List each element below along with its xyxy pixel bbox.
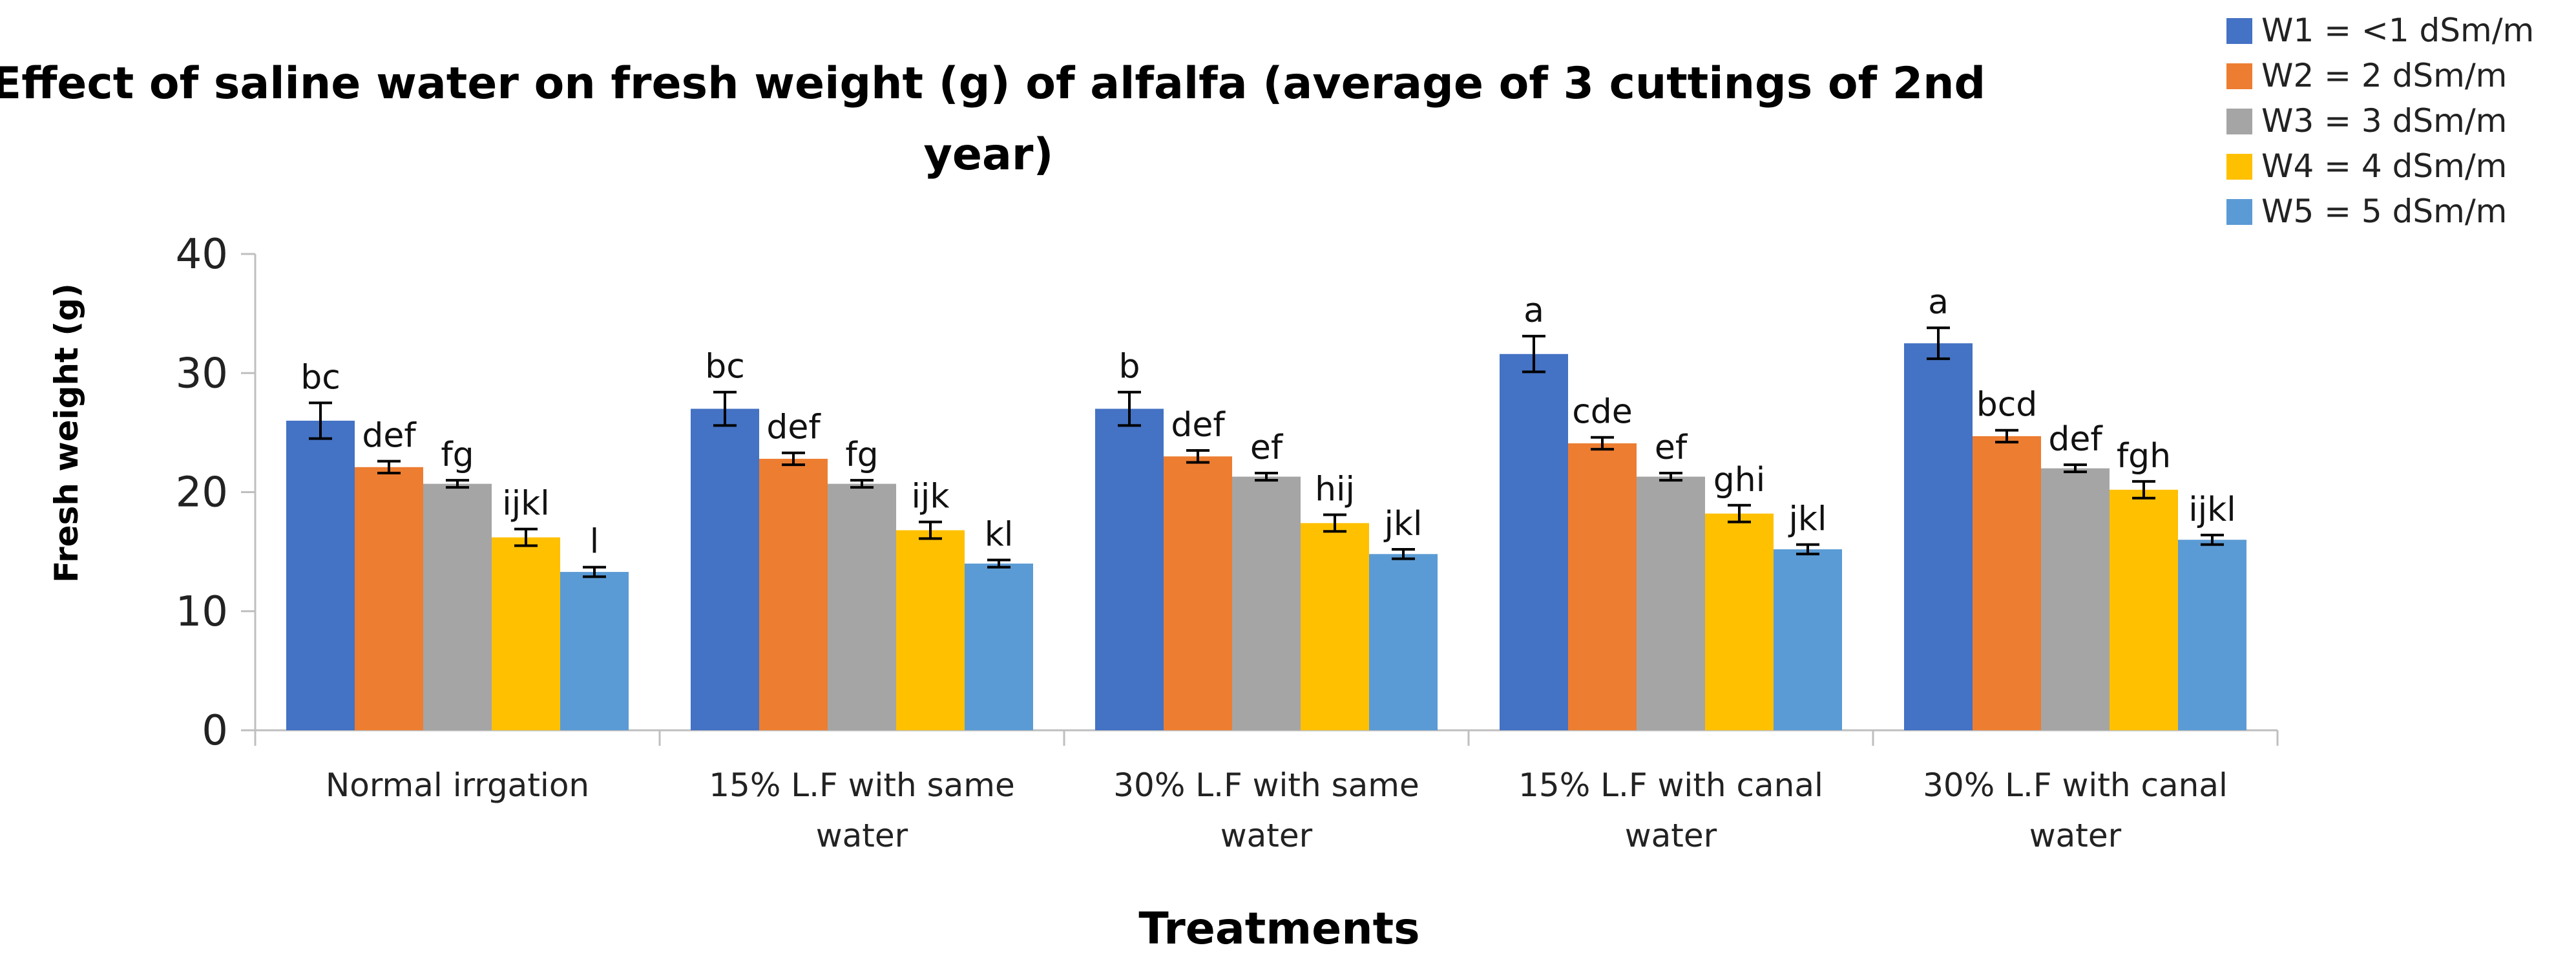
x-category-label: water [2029, 817, 2122, 854]
bar [1500, 354, 1568, 730]
bar [1705, 513, 1774, 730]
bar [560, 571, 629, 730]
bar-significance-label: fgh [2117, 437, 2171, 476]
legend-swatch [2226, 63, 2252, 89]
bar-significance-label: ijkl [2188, 491, 2236, 529]
bar-significance-label: b [1118, 348, 1140, 386]
x-category-label: Normal irrgation [326, 766, 589, 804]
legend-swatch [2226, 18, 2252, 44]
bar [1095, 408, 1164, 730]
legend: W1 = <1 dSm/m W2 = 2 dSm/m W3 = 3 dSm/m W4 … [2226, 12, 2534, 230]
bar [2110, 489, 2178, 730]
legend-swatch [2226, 109, 2252, 134]
bar [759, 458, 828, 730]
bar-significance-label: bcd [1976, 386, 2038, 425]
bar [1369, 554, 1438, 730]
x-axis: Normal irrgation 15% L.F with same water 30… [254, 729, 2279, 854]
bar-significance-label: cde [1572, 393, 1633, 432]
bar [2041, 468, 2110, 730]
y-tick-label: 0 [202, 707, 228, 755]
bar-significance-label: def [766, 408, 821, 447]
legend-swatch [2226, 199, 2252, 225]
bar [1774, 549, 1842, 730]
bar-significance-label: ef [1655, 428, 1688, 467]
bar-significance-label: bc [705, 348, 745, 386]
bar-significance-label: ghi [1713, 461, 1765, 500]
x-category-label: water [1220, 817, 1313, 854]
bar [1232, 476, 1301, 730]
legend-label: W3 = 3 dSm/m [2261, 102, 2507, 140]
bar [355, 467, 423, 730]
bar-significance-label: l [590, 523, 599, 562]
bar-significance-label: a [1524, 291, 1544, 330]
bar [1301, 523, 1369, 730]
bar [492, 537, 560, 730]
bar [1164, 456, 1232, 730]
bar [1637, 476, 1705, 730]
bar [965, 564, 1033, 730]
bar-significance-label: a [1928, 283, 1949, 322]
legend-label: W1 = <1 dSm/m [2261, 12, 2534, 49]
bar-significance-label: def [1171, 406, 1226, 445]
bar [1973, 436, 2041, 730]
legend-swatch [2226, 154, 2252, 180]
y-tick-label: 40 [176, 231, 228, 279]
x-category-label: 30% L.F with canal [1923, 766, 2228, 804]
bar-significance-label: fg [441, 436, 474, 474]
x-category-label: water [1625, 817, 1717, 854]
bar-significance-label: def [362, 417, 417, 456]
bar-significance-label: fg [845, 436, 878, 474]
y-axis: 0 10 20 30 40 [176, 231, 257, 755]
bar-significance-label: ijkl [502, 485, 549, 523]
x-axis-title: Treatments [1138, 903, 1419, 955]
bar-significance-label: bc [300, 358, 340, 397]
y-tick-label: 30 [176, 350, 228, 397]
bar [423, 483, 492, 730]
chart-title: Effect of saline water on fresh weight (… [0, 58, 1985, 180]
bar-significance-label: def [2048, 420, 2103, 459]
x-category-label: 15% L.F with canal [1518, 766, 1823, 804]
chart-title-line: Effect of saline water on fresh weight (… [0, 58, 1985, 109]
legend-label: W5 = 5 dSm/m [2261, 193, 2507, 230]
bar-significance-label: kl [985, 516, 1014, 554]
legend-label: W2 = 2 dSm/m [2261, 57, 2507, 94]
y-tick-label: 20 [176, 469, 228, 517]
x-category-label: water [816, 817, 908, 854]
bar [1904, 343, 1973, 730]
bar-significance-label: ijk [911, 478, 949, 516]
bar-significance-label: jkl [1383, 505, 1422, 544]
bar [1568, 443, 1637, 730]
y-tick-label: 10 [176, 588, 228, 636]
x-category-label: 15% L.F with same [709, 766, 1015, 804]
bar [828, 483, 896, 730]
bar [691, 408, 759, 730]
bar [286, 420, 355, 730]
bar-significance-label: ef [1250, 428, 1284, 467]
bar-significance-label: hij [1315, 470, 1355, 509]
chart-title-line: year) [924, 129, 1054, 180]
x-category-label: 30% L.F with same [1113, 766, 1419, 804]
bar [896, 530, 965, 730]
y-axis-title: Fresh weight (g) [48, 283, 85, 583]
bar-significance-label: jkl [1788, 500, 1827, 539]
legend-label: W4 = 4 dSm/m [2261, 147, 2507, 185]
bar [2178, 540, 2246, 730]
